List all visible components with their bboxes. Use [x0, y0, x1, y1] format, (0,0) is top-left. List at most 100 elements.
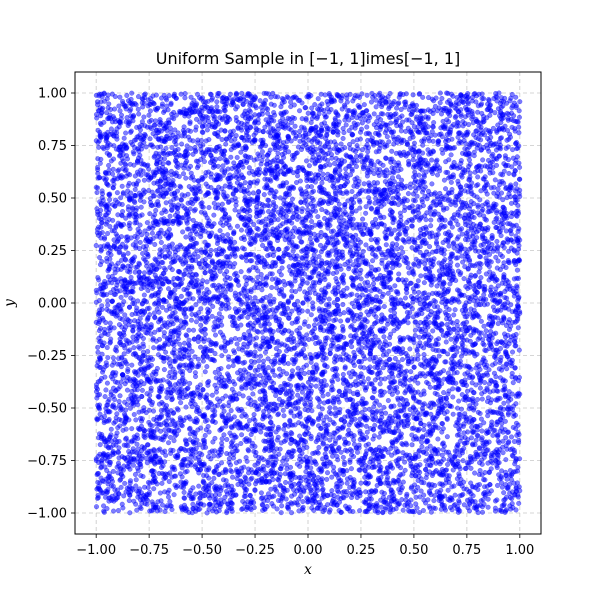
scatter-point [146, 166, 152, 172]
scatter-point [405, 313, 411, 319]
scatter-point [202, 270, 208, 276]
scatter-point [329, 474, 335, 480]
scatter-point [225, 301, 231, 307]
scatter-point [403, 91, 409, 97]
scatter-point [177, 183, 183, 189]
scatter-point [505, 259, 511, 265]
scatter-point [105, 355, 111, 361]
scatter-point [191, 327, 197, 333]
scatter-point [320, 171, 326, 177]
scatter-point [211, 212, 217, 218]
scatter-point [161, 367, 167, 373]
scatter-point [256, 358, 262, 364]
scatter-point [261, 358, 267, 364]
scatter-point [480, 157, 486, 163]
scatter-point [337, 190, 343, 196]
scatter-point [228, 408, 234, 414]
scatter-point [298, 493, 304, 499]
scatter-point [488, 284, 494, 290]
scatter-point [289, 220, 295, 226]
scatter-point [384, 134, 390, 140]
scatter-point [431, 120, 437, 126]
scatter-point [197, 382, 203, 388]
scatter-point [325, 391, 331, 397]
scatter-point [119, 316, 125, 322]
scatter-point [275, 246, 281, 252]
scatter-point [478, 318, 484, 324]
scatter-point [188, 145, 194, 151]
scatter-point [377, 381, 383, 387]
scatter-point [151, 486, 157, 492]
scatter-point [459, 435, 465, 441]
scatter-point [256, 188, 262, 194]
scatter-point [421, 427, 427, 433]
scatter-point [244, 376, 250, 382]
scatter-point [246, 437, 252, 443]
scatter-point [408, 369, 414, 375]
scatter-point [501, 490, 507, 496]
scatter-point [125, 250, 131, 256]
scatter-point [159, 304, 165, 310]
scatter-point [419, 444, 425, 450]
scatter-point [298, 239, 304, 245]
scatter-point [135, 106, 141, 112]
scatter-point [485, 504, 491, 510]
scatter-point [185, 191, 191, 197]
scatter-point [159, 480, 165, 486]
scatter-point [250, 391, 256, 397]
scatter-point [151, 345, 157, 351]
scatter-point [176, 152, 182, 158]
scatter-point [209, 313, 215, 319]
scatter-point [411, 261, 417, 267]
scatter-point [158, 422, 164, 428]
scatter-point [184, 147, 190, 153]
scatter-point [472, 470, 478, 476]
scatter-point [116, 201, 122, 207]
scatter-point [509, 489, 515, 495]
scatter-point [490, 432, 496, 438]
scatter-point [363, 204, 369, 210]
scatter-point [376, 434, 382, 440]
scatter-point [347, 91, 353, 97]
scatter-point [462, 188, 468, 194]
scatter-point [278, 210, 284, 216]
scatter-point [474, 229, 480, 235]
scatter-point [287, 417, 293, 423]
scatter-point [126, 498, 132, 504]
scatter-point [433, 337, 439, 343]
scatter-point [516, 294, 522, 300]
scatter-point [295, 405, 301, 411]
scatter-point [479, 509, 485, 515]
scatter-point [479, 396, 485, 402]
scatter-point [502, 383, 508, 389]
scatter-point [351, 262, 357, 268]
scatter-point [416, 290, 422, 296]
scatter-point [200, 387, 206, 393]
scatter-point [138, 204, 144, 210]
scatter-point [249, 258, 255, 264]
scatter-point [360, 396, 366, 402]
scatter-point [188, 94, 194, 100]
scatter-point [258, 353, 264, 359]
scatter-point [204, 354, 210, 360]
scatter-point [349, 189, 355, 195]
scatter-point [108, 426, 114, 432]
scatter-point [124, 153, 130, 159]
scatter-point [429, 157, 435, 163]
scatter-point [261, 192, 267, 198]
scatter-point [279, 503, 285, 509]
scatter-point [205, 454, 211, 460]
scatter-point [209, 392, 215, 398]
scatter-point [394, 105, 400, 111]
scatter-point [217, 156, 223, 162]
scatter-point [215, 163, 221, 169]
scatter-point [242, 207, 248, 213]
scatter-point [441, 177, 447, 183]
scatter-point [214, 251, 220, 257]
scatter-point [440, 426, 446, 432]
scatter-point [356, 467, 362, 473]
scatter-point [126, 304, 132, 310]
scatter-point [105, 231, 111, 237]
scatter-point [305, 110, 311, 116]
scatter-point [230, 363, 236, 369]
